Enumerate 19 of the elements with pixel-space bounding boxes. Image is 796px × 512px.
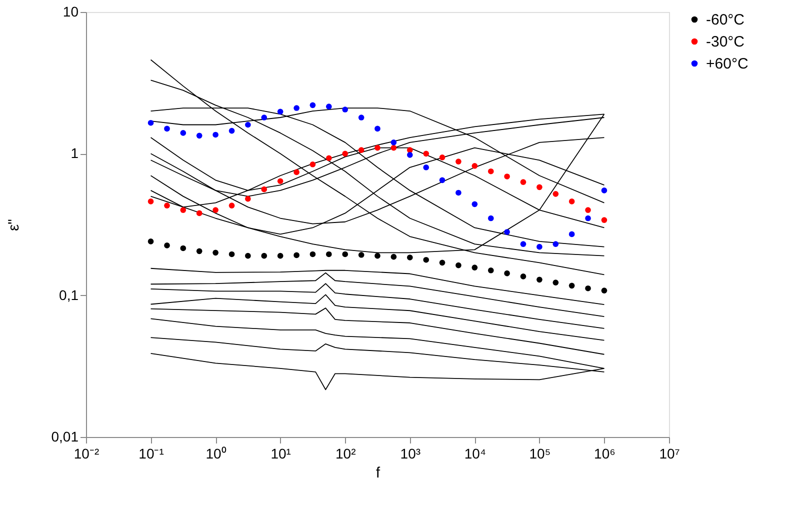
x-tick-label: 10⁻² [74,446,100,462]
legend-label: +60°C [706,56,748,72]
x-tick-label: 10⁵ [529,446,551,462]
x-tick-label: 10⁻¹ [138,446,164,462]
legend-label: -30°C [706,34,745,50]
y-tick-label: 10 [62,4,79,20]
x-tick-label: 10⁰ [206,446,226,462]
legend-label: -60°C [706,12,745,28]
x-tick-label: 10⁴ [464,446,486,462]
x-tick-label: 10¹ [270,446,292,462]
y-tick-label: 0,01 [51,428,79,444]
y-axis-title: ε" [5,218,22,232]
y-tick-label: 1 [70,145,79,162]
x-axis-title: f [376,464,381,482]
y-tick-label: 0,1 [59,286,79,303]
x-tick-label: 10³ [400,446,421,462]
x-tick-label: 10⁶ [594,446,616,462]
x-tick-label: 10² [335,446,356,462]
x-tick-label: 10⁷ [659,446,680,462]
